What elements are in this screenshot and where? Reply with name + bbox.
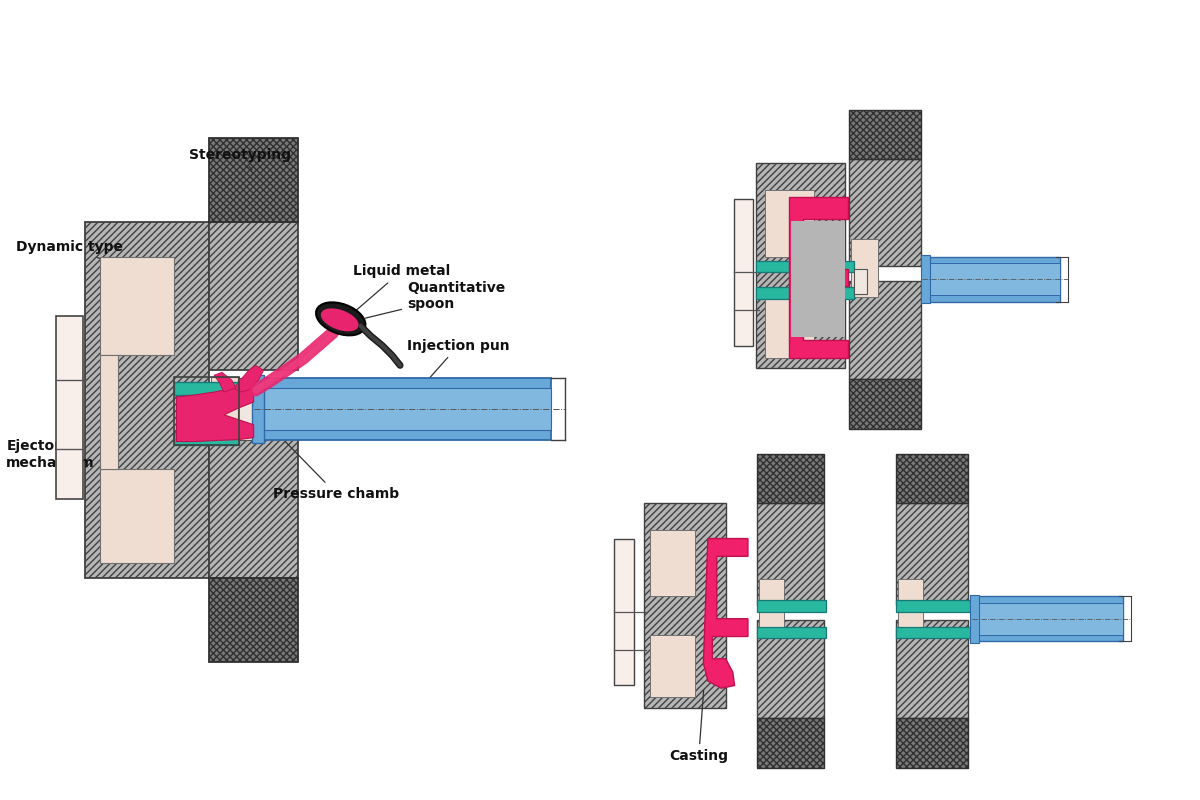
Bar (650, 530, 695, 597)
Polygon shape (703, 538, 748, 688)
Bar (209, 222, 298, 370)
Bar (756, 261, 854, 272)
Bar (253, 378, 551, 439)
Text: Ejector
mechanism: Ejector mechanism (6, 410, 95, 470)
Bar (101, 355, 118, 470)
Bar (174, 378, 239, 445)
Bar (756, 163, 845, 368)
Text: Liquid metal: Liquid metal (300, 264, 450, 358)
Bar (850, 379, 920, 429)
Bar (756, 287, 854, 299)
Bar (211, 378, 239, 432)
Bar (764, 295, 814, 358)
Bar (733, 199, 754, 346)
Bar (252, 375, 264, 442)
Bar (896, 600, 972, 611)
Bar (238, 378, 253, 439)
Bar (920, 255, 930, 303)
Ellipse shape (320, 308, 359, 331)
Bar (896, 503, 967, 606)
Bar (850, 110, 920, 159)
Bar (174, 432, 239, 445)
Bar (757, 621, 823, 718)
Bar (850, 159, 920, 266)
Bar (923, 263, 1061, 295)
Bar (792, 222, 845, 337)
Bar (757, 718, 823, 768)
Bar (209, 578, 298, 662)
Bar (758, 578, 784, 637)
Bar (896, 718, 967, 768)
Bar (851, 239, 878, 297)
Bar (757, 454, 823, 503)
Polygon shape (214, 372, 236, 392)
Bar (972, 602, 1123, 634)
Bar (101, 257, 174, 355)
Bar (101, 470, 174, 563)
Bar (55, 316, 84, 499)
Bar (850, 281, 920, 379)
Bar (923, 257, 1061, 302)
Text: Injection pun: Injection pun (404, 338, 510, 407)
Bar (650, 634, 695, 697)
Polygon shape (176, 385, 253, 442)
Bar (209, 385, 298, 578)
Bar (898, 578, 923, 637)
Bar (757, 626, 827, 638)
Bar (896, 621, 967, 718)
Polygon shape (234, 366, 264, 392)
Bar (209, 138, 298, 222)
Text: Dynamic type: Dynamic type (16, 240, 124, 266)
Bar (896, 626, 972, 638)
Bar (896, 454, 967, 503)
Bar (764, 190, 814, 257)
Text: Pressure chamb: Pressure chamb (274, 442, 400, 501)
Bar (757, 600, 827, 611)
Bar (643, 503, 726, 708)
Bar (85, 222, 209, 578)
Ellipse shape (316, 302, 366, 335)
Text: Quantitative
spoon: Quantitative spoon (365, 281, 505, 318)
Bar (757, 503, 823, 606)
Polygon shape (788, 198, 847, 358)
Bar (614, 538, 634, 686)
Text: Stereotyping: Stereotyping (190, 147, 292, 170)
Bar (174, 382, 239, 395)
Text: Casting: Casting (670, 690, 728, 763)
Bar (972, 597, 1123, 641)
Bar (253, 388, 551, 430)
Bar (971, 594, 979, 642)
Bar (854, 270, 868, 294)
